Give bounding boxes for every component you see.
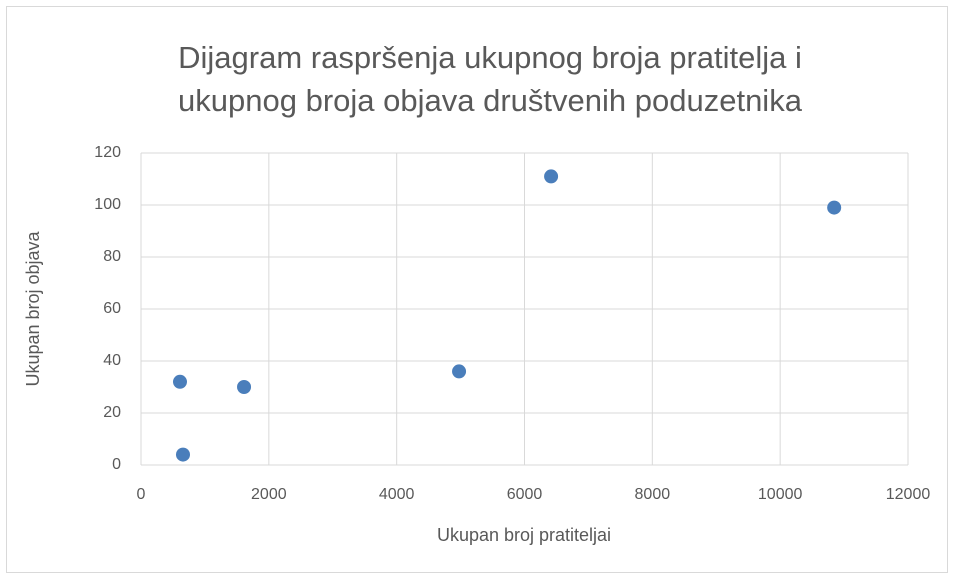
- x-axis-title: Ukupan broj pratiteljai: [437, 525, 611, 545]
- x-tick-label: 10000: [758, 486, 803, 503]
- scatter-point: [452, 364, 467, 379]
- x-tick-label: 4000: [379, 486, 415, 503]
- scatter-point: [544, 169, 559, 184]
- x-tick-label: 0: [137, 486, 146, 503]
- y-tick-label: 20: [103, 404, 121, 421]
- y-tick-label: 40: [103, 352, 121, 369]
- y-tick-label: 60: [103, 300, 121, 317]
- scatter-point: [172, 374, 187, 389]
- y-tick-label: 120: [94, 144, 121, 161]
- scatter-point: [237, 380, 252, 394]
- x-tick-label: 12000: [886, 486, 931, 503]
- chart-title: Dijagram raspršenja ukupnog broja pratit…: [178, 40, 802, 118]
- scatter-point: [175, 447, 190, 462]
- y-tick-label: 0: [112, 456, 121, 473]
- y-tick-label: 100: [94, 196, 121, 213]
- x-tick-label: 2000: [251, 486, 287, 503]
- y-axis-title: Ukupan broj objava: [23, 230, 43, 386]
- y-tick-label: 80: [103, 248, 121, 265]
- scatter-point: [827, 200, 842, 215]
- chart-frame: [6, 6, 948, 573]
- x-tick-label: 6000: [507, 486, 543, 503]
- x-tick-label: 8000: [635, 486, 671, 503]
